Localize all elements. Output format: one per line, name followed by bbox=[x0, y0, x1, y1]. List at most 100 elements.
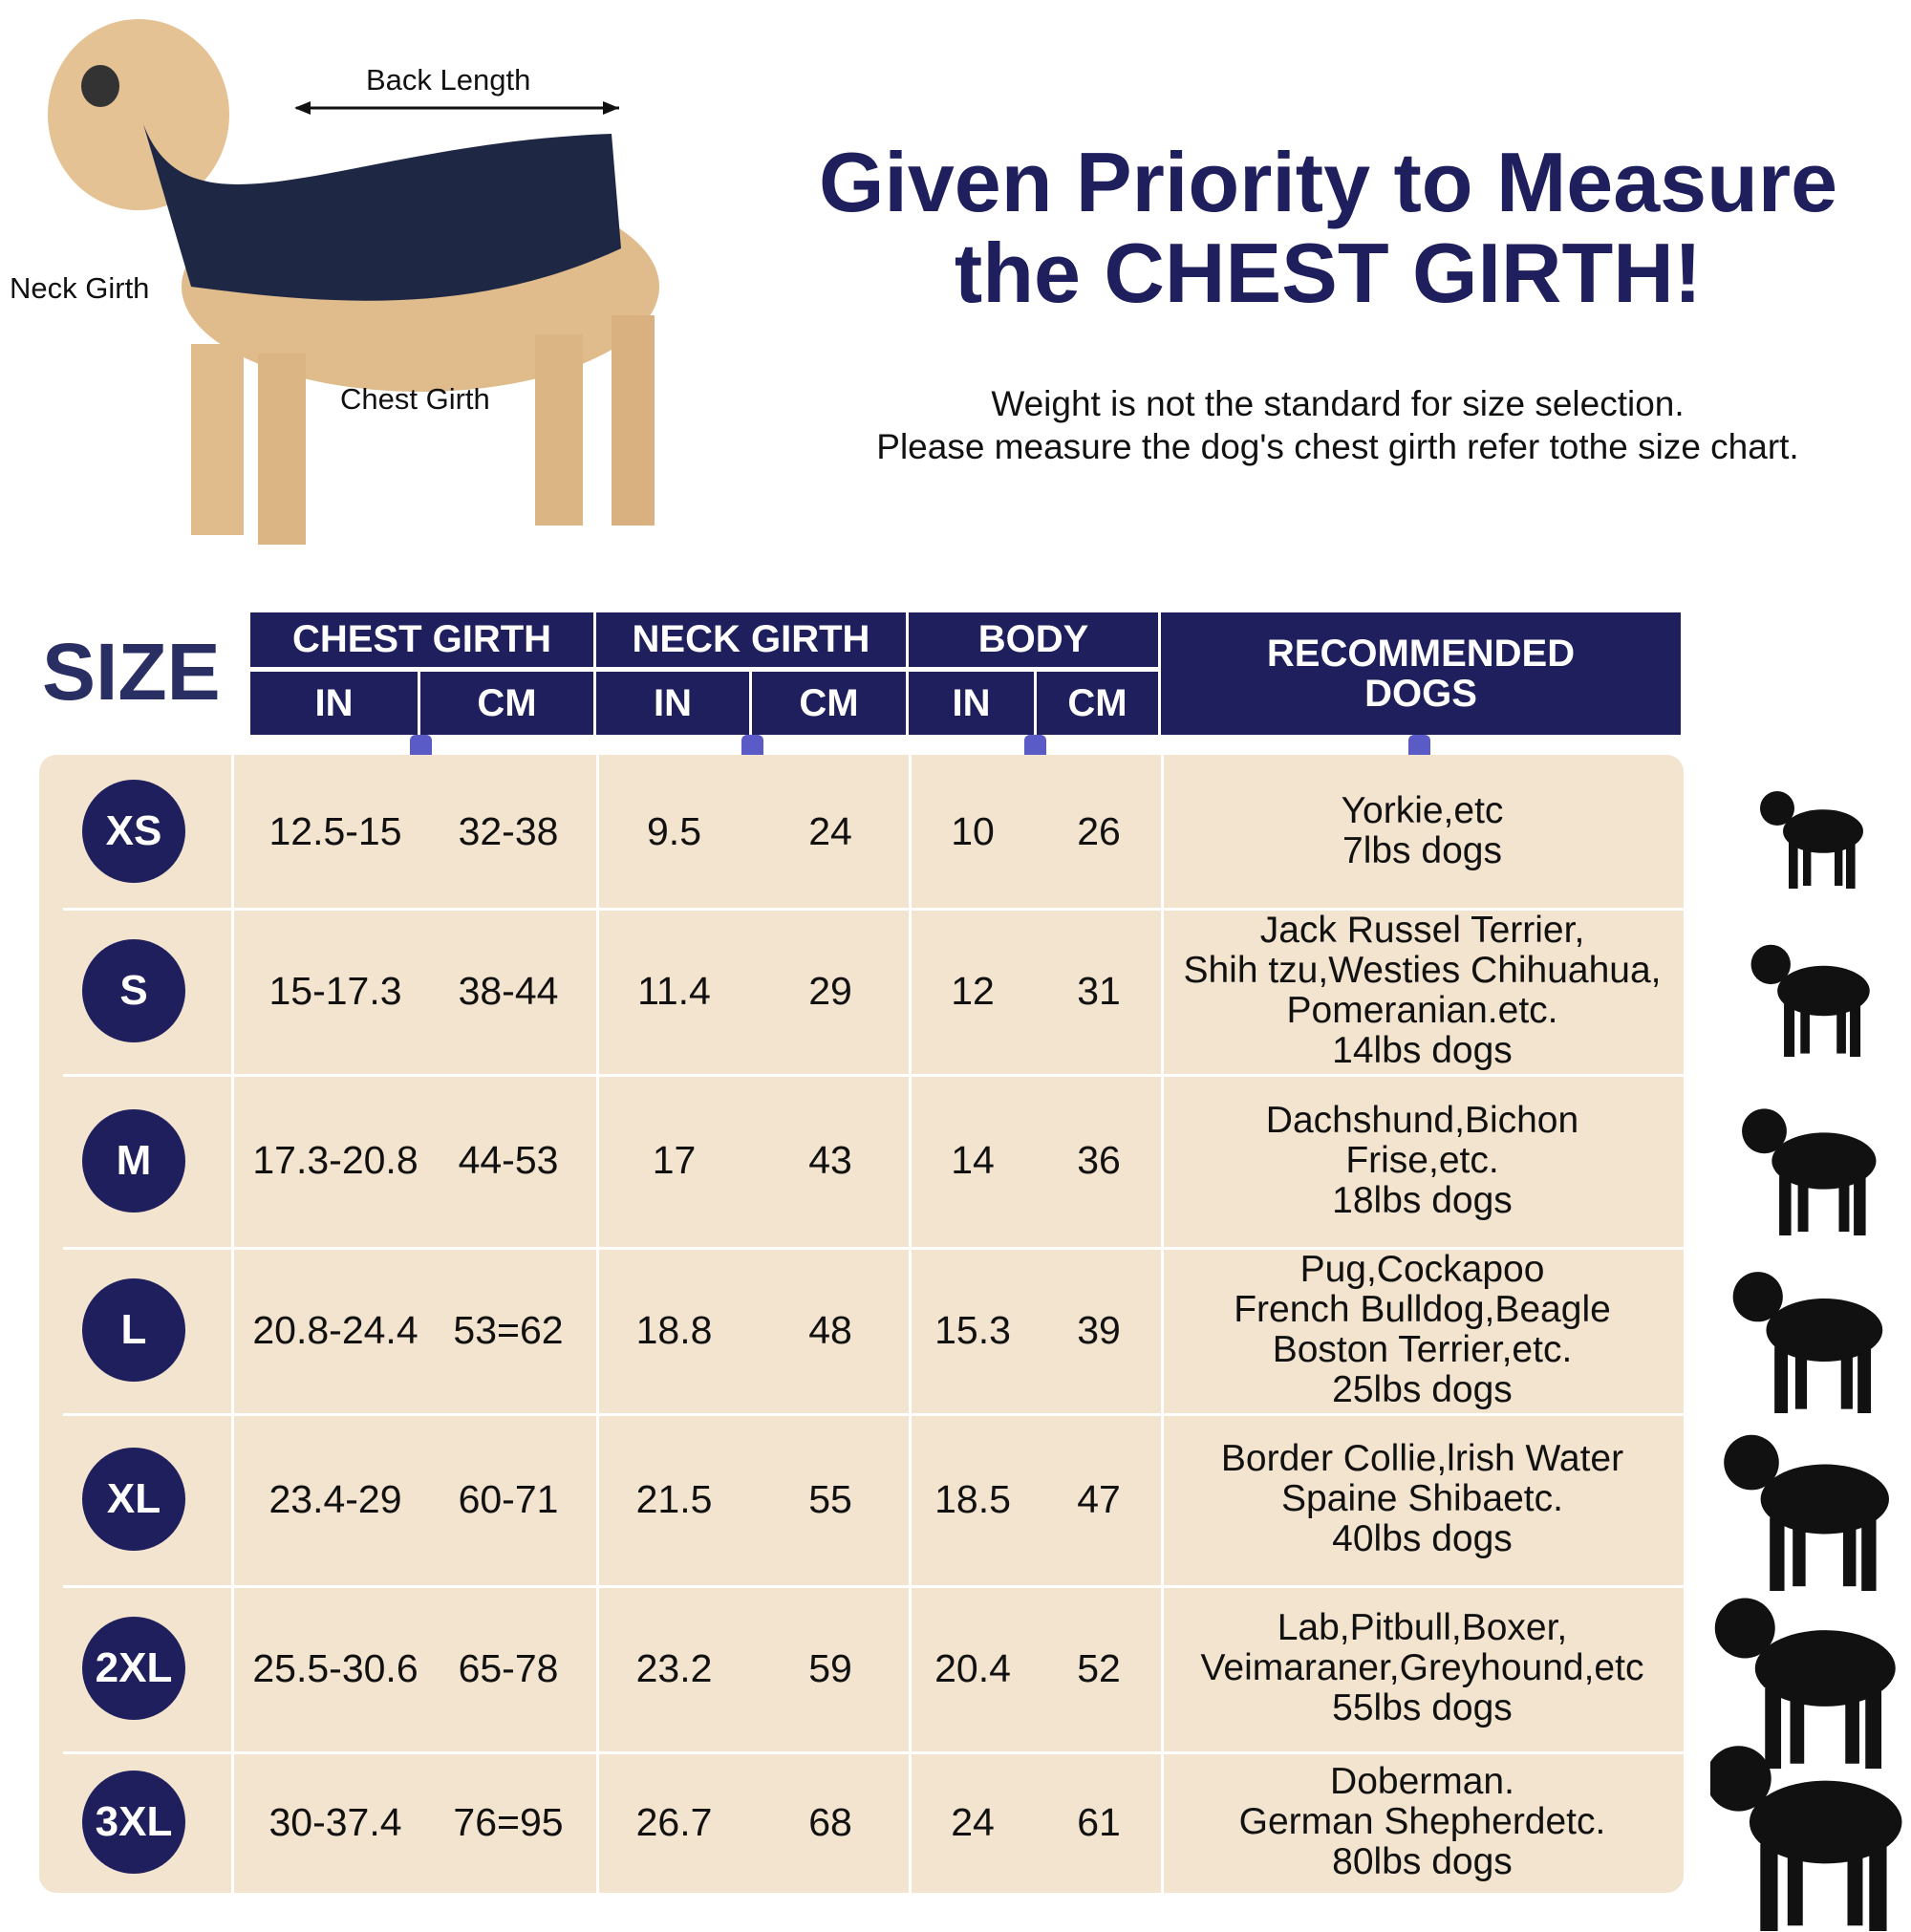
size-value: 24 bbox=[951, 1799, 995, 1844]
size-value: 30-37.4 bbox=[268, 1799, 402, 1844]
col-divider bbox=[231, 755, 234, 1893]
size-value: 9.5 bbox=[647, 808, 701, 853]
size-value: 26 bbox=[1077, 808, 1121, 853]
unit-header: IN bbox=[909, 672, 1037, 735]
row-divider bbox=[63, 1247, 1684, 1250]
dog-line: Dachshund,Bichon bbox=[1265, 1099, 1579, 1141]
dog-line: Jack Russel Terrier, bbox=[1259, 910, 1585, 951]
size-value: 65-78 bbox=[458, 1645, 559, 1690]
title-line: the CHEST GIRTH! bbox=[954, 225, 1703, 320]
table-body bbox=[39, 755, 1684, 1893]
dog-silhouette bbox=[1710, 1746, 1902, 1931]
size-value: 59 bbox=[808, 1645, 852, 1690]
unit-header: IN bbox=[250, 672, 420, 735]
size-badge: XS bbox=[82, 780, 185, 883]
size-value: 18.5 bbox=[934, 1476, 1011, 1521]
size-value: 14 bbox=[951, 1138, 995, 1182]
dog-photo bbox=[48, 19, 659, 545]
size-value: 23.4-29 bbox=[268, 1476, 402, 1521]
size-value: 39 bbox=[1077, 1307, 1121, 1352]
size-value: 48 bbox=[808, 1307, 852, 1352]
dog-line: 55lbs dogs bbox=[1332, 1687, 1513, 1728]
dog-silhouette bbox=[1760, 791, 1863, 889]
row-divider bbox=[63, 1585, 1684, 1588]
group-header: NECK GIRTH bbox=[596, 612, 909, 670]
dog-silhouette bbox=[1724, 1434, 1889, 1591]
dog-line: Shih tzu,Westies Chihuahua, bbox=[1183, 950, 1662, 991]
subtitle-line: Weight is not the standard for size sele… bbox=[991, 384, 1685, 423]
dog-line: Boston Terrier,etc. bbox=[1272, 1329, 1573, 1370]
unit-header: CM bbox=[420, 672, 596, 735]
recommended-dogs: Pug,Cockapoo French Bulldog,Beagle Boston … bbox=[1161, 1247, 1684, 1413]
dog-line: Lab,Pitbull,Boxer, bbox=[1277, 1607, 1568, 1648]
subtitle-line: Please measure the dog's chest girth ref… bbox=[876, 427, 1799, 466]
size-value: 29 bbox=[808, 968, 852, 1013]
size-value: 20.8-24.4 bbox=[252, 1307, 419, 1352]
dog-line: Doberman. bbox=[1330, 1761, 1514, 1802]
recommended-dogs: Doberman. German Shepherdetc. 80lbs dogs bbox=[1161, 1751, 1684, 1893]
dog-line: 80lbs dogs bbox=[1332, 1841, 1513, 1882]
size-value: 60-71 bbox=[458, 1476, 559, 1521]
row-divider bbox=[63, 1751, 1684, 1754]
size-value: 36 bbox=[1077, 1138, 1121, 1182]
size-value: 55 bbox=[808, 1476, 852, 1521]
group-header: CHEST GIRTH bbox=[250, 612, 596, 670]
unit-header: CM bbox=[752, 672, 909, 735]
recommended-dogs: Jack Russel Terrier, Shih tzu,Westies Chi… bbox=[1161, 908, 1684, 1074]
dog-silhouette bbox=[1750, 944, 1870, 1057]
row-divider bbox=[63, 1413, 1684, 1416]
size-value: 12 bbox=[951, 968, 995, 1013]
size-badge: 2XL bbox=[82, 1617, 185, 1720]
size-badge: 3XL bbox=[82, 1771, 185, 1874]
size-value: 18.8 bbox=[635, 1307, 713, 1352]
row-divider bbox=[63, 1074, 1684, 1077]
row-divider bbox=[63, 908, 1684, 911]
recommended-dogs: Yorkie,etc 7lbs dogs bbox=[1161, 755, 1684, 908]
size-value: 32-38 bbox=[458, 808, 559, 853]
size-value: 10 bbox=[951, 808, 995, 853]
group-header: BODY bbox=[909, 612, 1161, 670]
size-value: 17.3-20.8 bbox=[252, 1138, 419, 1182]
dog-line: Border Collie,lrish Water bbox=[1220, 1438, 1624, 1479]
photo-label: Chest Girth bbox=[340, 382, 490, 416]
col-divider bbox=[596, 755, 599, 1893]
size-value: 17 bbox=[652, 1138, 697, 1182]
size-value: 20.4 bbox=[934, 1645, 1011, 1690]
size-value: 44-53 bbox=[458, 1138, 559, 1182]
recommended-dogs: Dachshund,Bichon Frise,etc. 18lbs dogs bbox=[1161, 1074, 1684, 1247]
recommended-dogs: Border Collie,lrish Water Spaine Shibaetc… bbox=[1161, 1413, 1684, 1585]
size-value: 53=62 bbox=[453, 1307, 564, 1352]
dog-line: Veimaraner,Greyhound,etc bbox=[1200, 1647, 1644, 1688]
group-header: RECOMMENDED DOGS bbox=[1161, 612, 1684, 735]
size-value: 15.3 bbox=[934, 1307, 1011, 1352]
unit-header: CM bbox=[1037, 672, 1161, 735]
photo-label: Neck Girth bbox=[10, 271, 150, 305]
size-badge: L bbox=[82, 1278, 185, 1382]
dog-line: 14lbs dogs bbox=[1332, 1030, 1513, 1071]
size-value: 12.5-15 bbox=[268, 808, 402, 853]
dog-line: German Shepherdetc. bbox=[1238, 1801, 1606, 1842]
dog-line: Frise,etc. bbox=[1345, 1139, 1499, 1181]
col-divider bbox=[1161, 755, 1164, 1893]
dog-silhouette bbox=[1742, 1107, 1877, 1235]
size-badge: M bbox=[82, 1108, 185, 1213]
size-badge: S bbox=[82, 939, 185, 1042]
title-line: Given Priority to Measure bbox=[818, 135, 1838, 229]
photo-label: Back Length bbox=[366, 63, 531, 97]
dog-line: Pug,Cockapoo bbox=[1299, 1249, 1545, 1290]
dog-line: 40lbs dogs bbox=[1332, 1518, 1513, 1559]
dog-silhouette bbox=[1732, 1272, 1883, 1413]
size-value: 61 bbox=[1077, 1799, 1121, 1844]
size-value: 38-44 bbox=[458, 968, 559, 1013]
col-divider bbox=[909, 755, 912, 1893]
dog-line: 18lbs dogs bbox=[1332, 1179, 1513, 1221]
dog-silhouette bbox=[1714, 1598, 1896, 1769]
size-value: 24 bbox=[808, 808, 852, 853]
size-value: 11.4 bbox=[637, 968, 711, 1013]
recommended-dogs: Lab,Pitbull,Boxer, Veimaraner,Greyhound,e… bbox=[1161, 1585, 1684, 1751]
size-value: 31 bbox=[1077, 968, 1121, 1013]
size-value: 26.7 bbox=[635, 1799, 713, 1844]
unit-header: IN bbox=[596, 672, 752, 735]
size-value: 43 bbox=[808, 1138, 852, 1182]
